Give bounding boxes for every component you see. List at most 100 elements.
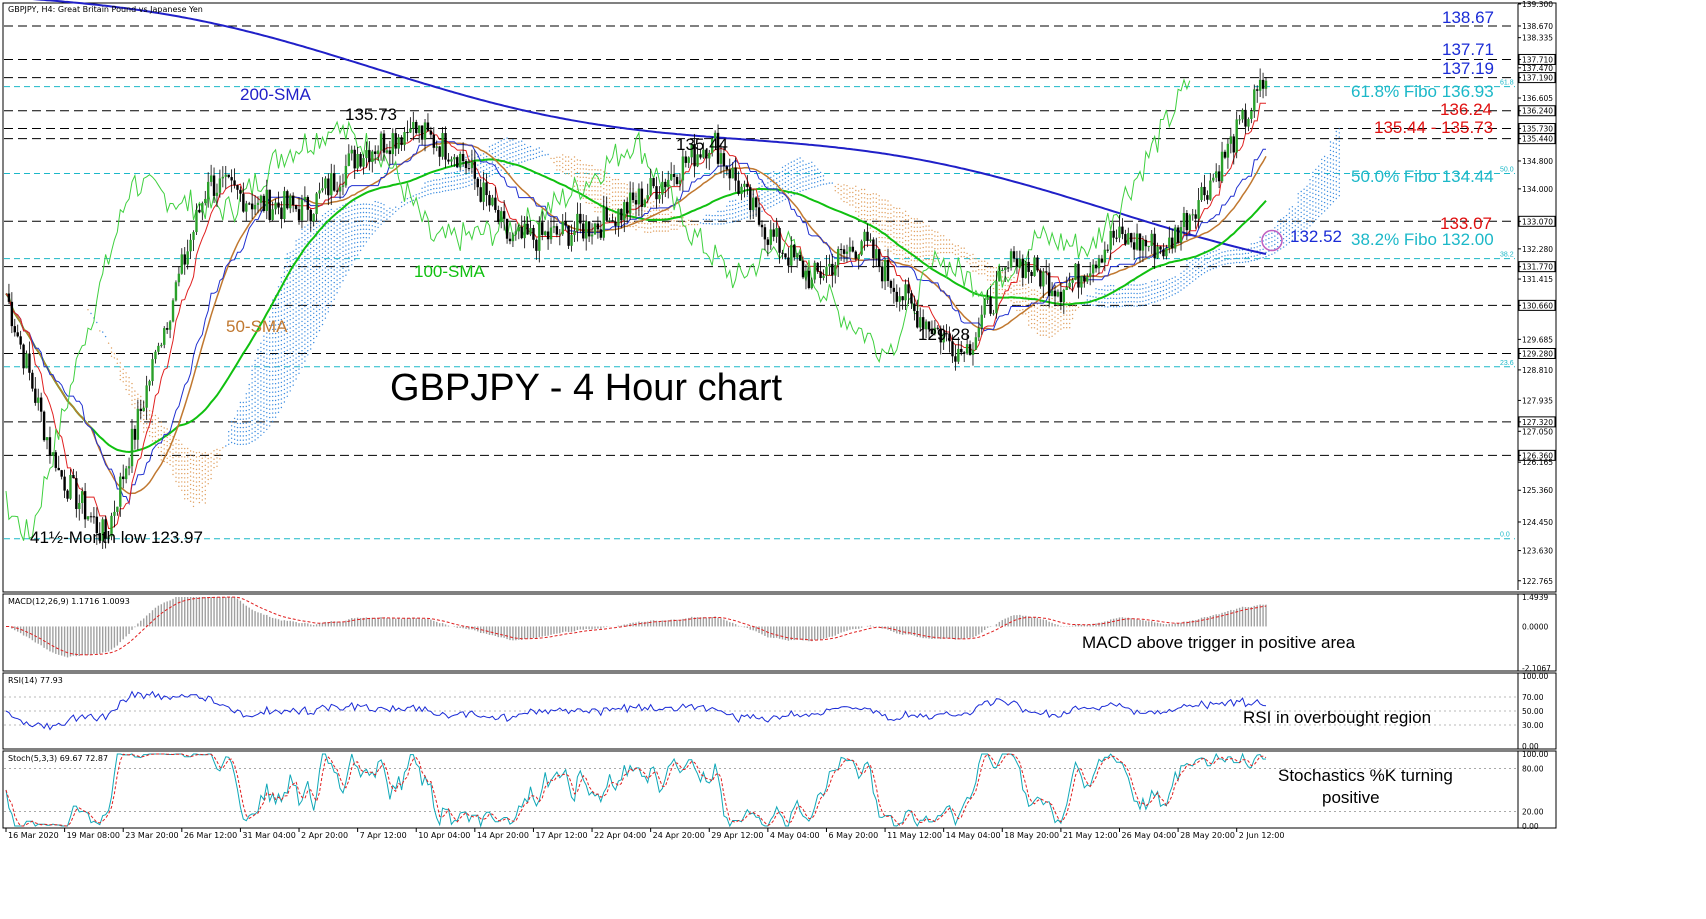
cloud-dot [310, 277, 312, 279]
cloud-dot [764, 192, 766, 194]
candle-body [464, 161, 468, 169]
cloud-dot [248, 383, 250, 386]
cloud-dot [1171, 286, 1173, 288]
chikou-line [5, 78, 1191, 541]
cloud-dot [315, 252, 318, 254]
cloud-dot [184, 489, 186, 492]
cloud-dot [198, 497, 201, 500]
cloud-dot [902, 233, 904, 235]
candle-body [986, 297, 989, 300]
cloud-dot [304, 297, 306, 299]
cloud-dot [1145, 295, 1147, 297]
cloud-dot [1329, 174, 1332, 177]
cloud-dot [661, 226, 664, 228]
candle-body [675, 177, 679, 185]
cloud-dot [154, 423, 157, 425]
cloud-dot [1329, 166, 1332, 168]
cloud-dot [981, 273, 983, 275]
cloud-dot [151, 423, 154, 425]
cloud-dot [313, 341, 315, 344]
cloud-dot [1247, 252, 1250, 254]
cloud-dot [292, 279, 294, 282]
cloud-dot [286, 257, 288, 259]
cloud-dot [1259, 236, 1261, 238]
candle-body [212, 175, 216, 196]
cloud-dot [295, 286, 297, 288]
cloud-dot [1010, 291, 1012, 294]
cloud-dot [327, 273, 329, 275]
cloud-dot [274, 341, 277, 343]
candle-body [713, 132, 717, 139]
cloud-dot [315, 319, 318, 321]
cloud-dot [1036, 294, 1039, 297]
candle-body [517, 226, 520, 232]
cloud-dot [333, 261, 335, 263]
cloud-dot [869, 210, 872, 213]
cloud-dot [860, 209, 863, 212]
time-tick-label: 24 Apr 20:00 [653, 831, 705, 840]
cloud-dot [1148, 303, 1150, 305]
cloud-dot [175, 480, 177, 483]
cloud-dot [242, 401, 244, 404]
cloud-dot [1042, 322, 1045, 324]
cloud-dot [1309, 183, 1311, 185]
cloud-dot [579, 189, 581, 191]
time-tick-label: 17 Apr 12:00 [535, 831, 587, 840]
cloud-dot [257, 399, 259, 401]
cloud-dot [99, 330, 101, 332]
cloud-dot [192, 480, 195, 482]
cloud-dot [647, 231, 649, 233]
cloud-dot [242, 418, 244, 420]
cloud-dot [471, 179, 473, 181]
cloud-dot [1312, 192, 1314, 194]
cloud-dot [245, 418, 247, 420]
sma200-line [32, 0, 1267, 255]
candle-body [889, 280, 893, 288]
cloud-dot [984, 273, 986, 275]
cloud-dot [187, 493, 189, 496]
cloud-dot [793, 177, 795, 179]
cloud-dot [1335, 143, 1338, 145]
cloud-dot [1016, 292, 1018, 295]
cloud-dot [776, 202, 778, 205]
cloud-dot [462, 174, 464, 176]
cloud-dot [1300, 211, 1302, 214]
cloud-dot [462, 169, 464, 172]
cloud-dot [421, 196, 423, 198]
cloud-dot [784, 186, 787, 188]
cloud-dot [1271, 236, 1273, 239]
cloud-dot [263, 394, 265, 396]
cloud-dot [650, 231, 652, 233]
candle-body [573, 231, 576, 236]
cloud-dot [840, 198, 842, 200]
candle-body [321, 188, 324, 191]
cloud-dot [295, 336, 297, 338]
candle-body [171, 300, 175, 322]
candle-body [1088, 273, 1092, 277]
cloud-dot [201, 465, 203, 468]
cloud-dot [1054, 316, 1056, 318]
candle-body [195, 209, 198, 233]
cloud-dot [902, 250, 904, 252]
cloud-dot [307, 278, 309, 281]
cloud-dot [192, 459, 195, 461]
cloud-dot [1206, 270, 1209, 272]
cloud-dot [230, 425, 233, 427]
cloud-dot [307, 291, 309, 293]
cloud-dot [937, 239, 939, 242]
cloud-dot [1285, 214, 1288, 217]
cloud-dot [272, 420, 274, 423]
candle-body [45, 437, 49, 441]
cloud-dot [336, 246, 338, 248]
cloud-dot [336, 287, 338, 290]
candle-body [778, 228, 781, 253]
cloud-dot [368, 203, 370, 206]
cloud-dot [1312, 209, 1314, 211]
cloud-dot [201, 491, 203, 493]
cloud-dot [1326, 161, 1329, 163]
cloud-dot [579, 176, 581, 178]
cloud-dot [863, 193, 866, 195]
candle-body [980, 314, 983, 328]
cloud-dot [1030, 327, 1033, 329]
cloud-dot [310, 323, 312, 325]
